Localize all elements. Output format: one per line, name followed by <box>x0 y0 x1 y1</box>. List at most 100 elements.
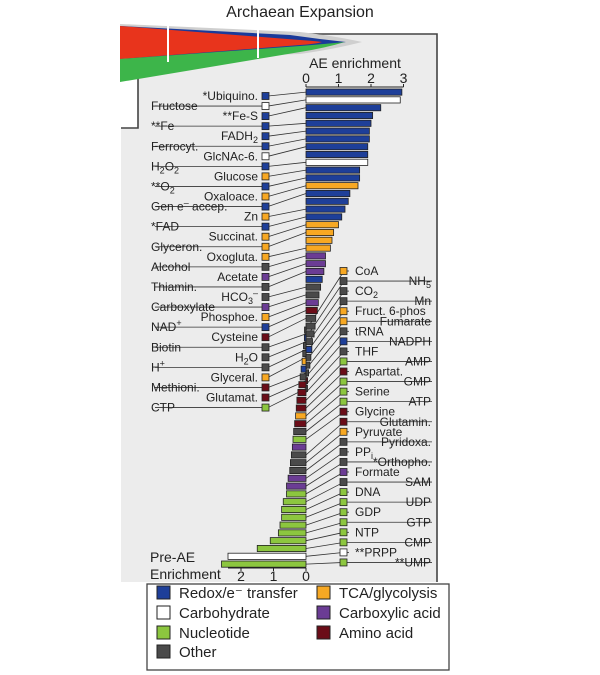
bar-label-ntp: NTP <box>355 525 379 539</box>
bar-label-sam: SAM <box>405 475 431 489</box>
leader-line <box>267 302 307 318</box>
ae-bar <box>305 112 374 120</box>
bar-label-fruct-6-phos: Fruct. 6-phos <box>355 304 426 318</box>
category-box <box>339 458 348 466</box>
top-axis-tick-label: 2 <box>367 70 375 86</box>
pre-ae-bar <box>221 560 307 568</box>
bar-label-glycine: Glycine <box>355 405 395 419</box>
ae-bar <box>305 369 309 377</box>
pre-ae-bar <box>286 482 307 490</box>
legend-label-carbohydrate: Carbohydrate <box>179 605 270 622</box>
bar-label-ppi: PPi​ <box>355 445 373 461</box>
leader-line <box>267 286 307 298</box>
ae-bar <box>305 174 361 182</box>
legend-swatch-redox <box>156 585 171 600</box>
ae-bar <box>305 150 369 158</box>
bar-label-udp: UDP <box>406 495 431 509</box>
ae-bar <box>305 189 351 197</box>
ae-bar <box>305 119 372 127</box>
category-box <box>339 447 348 456</box>
bar-label-orthopho: *Orthopho. <box>373 455 431 469</box>
category-box <box>261 182 270 191</box>
bar-label-ump: **UMP <box>395 555 431 569</box>
category-box <box>261 403 270 412</box>
category-box <box>339 327 348 336</box>
leader-line <box>267 333 307 348</box>
bar-label-nad: NAD+​ <box>151 318 182 334</box>
leader-line <box>305 381 345 417</box>
category-box <box>261 293 270 301</box>
legend-swatch-carboxylic <box>316 605 331 620</box>
category-box <box>339 498 348 507</box>
leader-line <box>305 481 345 503</box>
leader-line <box>267 122 307 127</box>
bar-label-fe-s: **Fe-S <box>223 109 258 123</box>
bar-label-glcnac-6: GlcNAc-6. <box>203 149 258 163</box>
leader-line <box>267 99 307 107</box>
category-box <box>261 102 270 110</box>
pre-ae-bar <box>287 474 307 482</box>
bar-label-thiamin: Thiamin. <box>151 280 197 294</box>
pre-ae-bar <box>300 365 307 373</box>
bar-label-dna: DNA <box>355 485 380 499</box>
top-axis-tick-label: 1 <box>335 70 343 86</box>
category-box <box>261 232 270 241</box>
ae-bar <box>305 353 312 361</box>
ae-bar <box>305 299 319 307</box>
category-box <box>339 357 348 366</box>
category-box <box>261 222 270 231</box>
leader-line <box>267 317 307 338</box>
bar-label-gen-e-accep: Gen e–​ accep. <box>151 198 227 214</box>
legend-swatch-amino <box>316 625 331 640</box>
ae-bar <box>305 205 346 213</box>
legend-swatch-carbohydrate <box>156 605 171 620</box>
top-axis-tick-label: 0 <box>302 70 310 86</box>
category-box <box>261 353 270 362</box>
ae-bar <box>305 377 309 385</box>
leader-line <box>267 271 307 288</box>
pre-ae-bar <box>289 459 307 467</box>
bar-label-atp: ATP <box>409 395 431 409</box>
leader-line <box>305 361 345 401</box>
bar-label-nadph: NADPH <box>389 334 431 348</box>
bar-label-fumarate: Fumarate <box>380 314 432 328</box>
expansion-wedge <box>120 22 362 82</box>
leader-line <box>305 491 345 510</box>
pre-ae-bar <box>296 396 307 404</box>
leader-line <box>305 552 345 557</box>
leader-line <box>267 294 307 308</box>
pre-ae-bar <box>291 443 307 451</box>
category-box <box>339 538 348 547</box>
pre-ae-bar <box>295 404 307 412</box>
category-box <box>339 337 348 346</box>
ae-bar <box>305 338 313 346</box>
leader-line <box>305 401 345 432</box>
ae-bar <box>305 267 325 275</box>
category-box <box>339 417 348 426</box>
ae-bar <box>305 143 369 151</box>
leader-line <box>305 501 345 518</box>
pre-ae-bar <box>281 505 307 513</box>
ae-bar <box>305 182 359 190</box>
ae-bar <box>305 88 403 96</box>
leader-line <box>267 208 307 217</box>
leader-line <box>267 255 307 268</box>
leader-line <box>267 185 307 197</box>
category-box <box>261 142 270 151</box>
bar-label-cmp: CMP <box>404 535 431 549</box>
bottom-axis-label-line1: Pre-AE <box>150 549 195 565</box>
ae-bar <box>305 96 401 104</box>
category-box <box>339 297 348 306</box>
ae-bar <box>305 236 333 244</box>
chart-title: Archaean Expansion <box>226 4 374 21</box>
bar-label-amp: AMP <box>405 354 431 368</box>
bar-label-methioni: Methioni. <box>151 380 200 394</box>
bar-label-glucose: Glucose <box>214 169 258 183</box>
pre-ae-bar <box>290 451 307 459</box>
leader-line <box>305 391 345 425</box>
leader-line <box>305 310 345 362</box>
category-box <box>261 92 270 100</box>
category-box <box>339 367 348 376</box>
bar-label-gtp: GTP <box>406 515 431 529</box>
legend-label-redox: Redox/e⁻ transfer <box>179 585 298 602</box>
